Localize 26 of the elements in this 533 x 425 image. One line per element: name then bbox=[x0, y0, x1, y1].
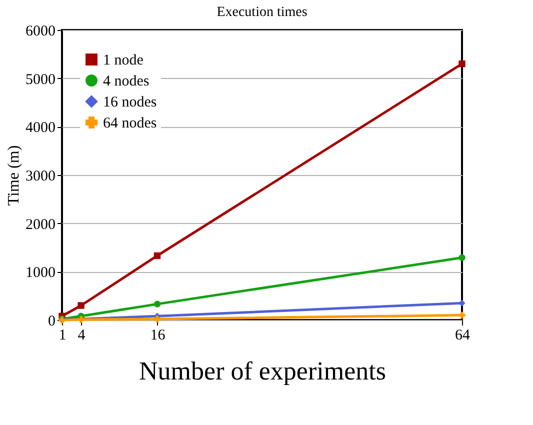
y-tick-label: 2000 bbox=[26, 216, 56, 233]
point bbox=[458, 254, 466, 261]
point bbox=[458, 300, 466, 306]
x-tick-label: 4 bbox=[78, 328, 86, 344]
y-tick-label: 4000 bbox=[26, 120, 56, 136]
y-tick-label: 3000 bbox=[26, 168, 56, 184]
legend-label: 64 nodes bbox=[103, 116, 157, 132]
y-axis-title: Time (m) bbox=[6, 145, 22, 206]
y-tick-label: 6000 bbox=[26, 24, 56, 40]
y-tick-label: 5000 bbox=[26, 72, 56, 88]
y-tick-label: 1000 bbox=[26, 265, 56, 282]
y-tick-label: 0 bbox=[48, 314, 56, 330]
point bbox=[458, 312, 466, 319]
x-tick-label: 1 bbox=[58, 328, 66, 344]
point bbox=[78, 302, 84, 309]
x-tick-label: 16 bbox=[150, 328, 166, 344]
point bbox=[154, 300, 161, 308]
legend-label: 16 nodes bbox=[103, 94, 157, 110]
legend-label: 1 node bbox=[103, 52, 144, 68]
point bbox=[154, 252, 161, 260]
x-axis-title: Number of experiments bbox=[139, 356, 386, 386]
chart-title: Execution times bbox=[216, 5, 308, 20]
point bbox=[458, 60, 466, 68]
legend-label: 4 nodes bbox=[103, 74, 150, 90]
point bbox=[154, 316, 161, 322]
x-tick-label: 64 bbox=[455, 328, 470, 344]
